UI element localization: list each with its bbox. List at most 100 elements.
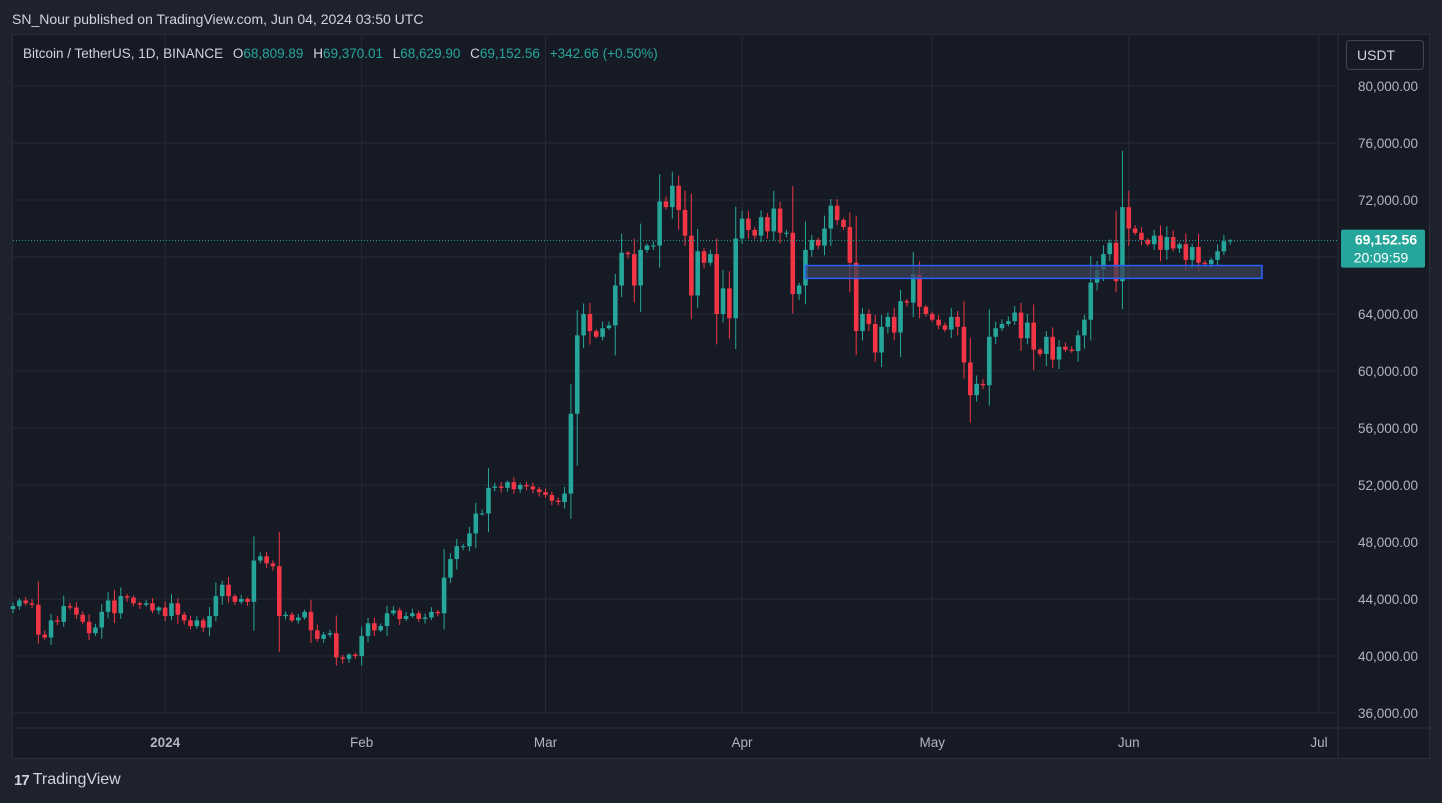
change-value: +342.66 (+0.50%) [549, 46, 658, 61]
candle-body [549, 494, 555, 501]
candle-body [365, 623, 371, 637]
candle-body [308, 611, 314, 631]
candle-body [207, 616, 212, 628]
candle-body [1132, 228, 1138, 233]
candle-body [657, 201, 662, 246]
y-tick-label: 60,000.00 [1358, 364, 1418, 379]
y-tick-label: 48,000.00 [1358, 535, 1418, 550]
price-axis: 80,000.0076,000.0072,000.0068,000.0064,0… [1341, 79, 1425, 721]
x-tick-label: Jul [1310, 735, 1327, 750]
x-tick-label: Feb [350, 735, 373, 750]
candle-body [562, 493, 567, 503]
candle-body [638, 249, 643, 286]
candle-body [841, 219, 846, 228]
candle-body [695, 251, 700, 296]
tradingview-logo[interactable]: 17 TradingView [14, 771, 121, 789]
candle-body [961, 326, 967, 363]
low-value: 68,629.90 [400, 46, 461, 61]
publisher-caption: SN_Nour published on TradingView.com, Ju… [12, 11, 424, 27]
candle-body [137, 603, 143, 605]
candle-body [733, 238, 739, 319]
candle-body [765, 217, 770, 232]
candle-body [644, 245, 650, 250]
candle-body [422, 617, 428, 619]
candle-body [378, 626, 383, 631]
candle-body [752, 229, 758, 236]
candle-body [929, 314, 935, 320]
candle-body [581, 314, 586, 336]
candle-body [670, 185, 675, 208]
candle-body [1139, 232, 1144, 240]
candle-body [872, 323, 878, 353]
candle-body [359, 636, 364, 656]
candle-body [1202, 262, 1208, 265]
candle-body [727, 288, 732, 319]
candle-body [1208, 259, 1214, 265]
candle-body [1107, 242, 1113, 255]
candle-body [479, 513, 485, 515]
candle-body [530, 486, 536, 490]
candle-body [910, 274, 916, 303]
candle-body [391, 610, 396, 614]
candle-body [625, 252, 631, 255]
candle-body [105, 600, 111, 612]
candle-body [1031, 322, 1036, 350]
candle-body [866, 314, 872, 324]
candle-body [327, 633, 333, 635]
candle-body [689, 235, 694, 296]
candle-body [162, 607, 168, 617]
chart-pane[interactable] [12, 34, 1430, 759]
candle-body [574, 335, 580, 414]
candle-body [169, 603, 174, 617]
candle-body [245, 599, 250, 602]
bar-countdown: 20:09:59 [1354, 250, 1409, 266]
candle-body [1050, 336, 1055, 360]
symbol-label[interactable]: Bitcoin / TetherUS, 1D, BINANCE [23, 46, 224, 61]
candle-body [112, 600, 117, 614]
candle-body [1189, 247, 1195, 260]
candle-body [593, 331, 599, 337]
x-tick-label: Apr [732, 735, 754, 750]
candle-body [612, 285, 618, 326]
candle-body [340, 657, 345, 659]
candle-body [1069, 349, 1075, 352]
x-tick-label: 2024 [150, 735, 181, 750]
candle-body [758, 217, 764, 236]
y-tick-label: 56,000.00 [1358, 421, 1418, 436]
candle-body [663, 201, 669, 208]
resistance-zone-layer [13, 240, 1338, 280]
candle-body [517, 485, 523, 490]
time-axis: 2024 Feb Mar Apr May Jun Jul [150, 735, 1327, 750]
candle-body [676, 185, 681, 210]
candle-body [473, 513, 479, 534]
candle-body [74, 607, 79, 615]
currency-button[interactable]: USDT [1346, 40, 1424, 70]
close-label: C [470, 46, 480, 61]
candle-body [1018, 312, 1024, 339]
candle-body [61, 606, 66, 622]
y-tick-label: 76,000.00 [1358, 136, 1418, 151]
candle-body [891, 316, 897, 333]
last-price-value: 69,152.56 [1355, 232, 1417, 248]
candle-body [1164, 237, 1170, 250]
candle-body [1227, 240, 1233, 242]
candle-body [23, 600, 28, 604]
candles [10, 150, 1233, 666]
candle-body [828, 205, 834, 229]
candle-body [1101, 254, 1106, 270]
candle-body [17, 600, 22, 607]
candle-body [1170, 237, 1176, 249]
candle-body [619, 252, 624, 286]
candle-body [720, 288, 726, 314]
high-label: H [313, 46, 323, 61]
candle-body [701, 251, 707, 263]
x-tick-label: Jun [1118, 735, 1140, 750]
close-value: 69,152.56 [479, 46, 540, 61]
candle-body [708, 254, 713, 263]
candle-body [315, 630, 320, 639]
candle-body [942, 325, 948, 330]
low-label: L [392, 46, 401, 61]
x-tick-label: May [920, 735, 946, 750]
candle-body [498, 486, 504, 488]
